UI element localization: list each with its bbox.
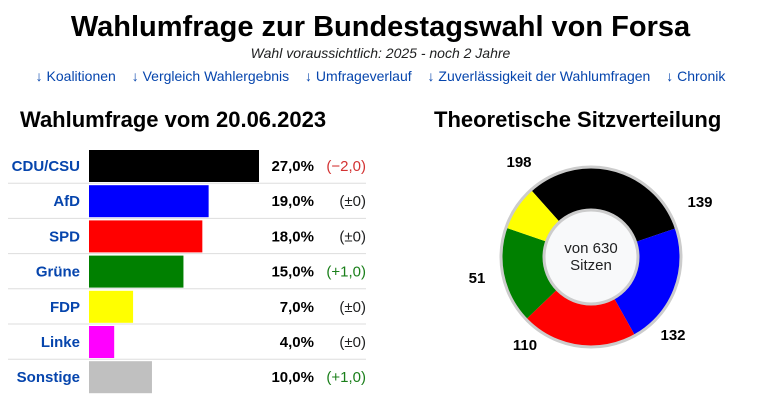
link-zuverlaessigkeit[interactable]: ↓ Zuverlässigkeit der Wahlumfragen	[427, 68, 651, 84]
bar-sonstige	[89, 361, 152, 394]
value-label-fdp: 7,0%	[280, 299, 314, 316]
link-vergleich-wahlergebnis[interactable]: ↓ Vergleich Wahlergebnis	[131, 68, 290, 84]
bar-linke	[89, 326, 115, 358]
poll-row-gr-ne: Grüne 15,0% (+1,0)	[8, 253, 366, 288]
link-umfrageverlauf[interactable]: ↓ Umfrageverlauf	[305, 68, 412, 84]
link-chronik[interactable]: ↓ Chronik	[666, 68, 726, 84]
poll-chart-title: Wahlumfrage vom 20.06.2023	[20, 107, 327, 132]
donut-center-label: von 630	[564, 240, 617, 257]
page-subtitle: Wahl voraussichtlich: 2025 - noch 2 Jahr…	[250, 45, 511, 61]
poll-row-cdu-csu: CDU/CSU 27,0% (−2,0)	[12, 150, 366, 182]
poll-row-afd: AfD 19,0% (±0)	[8, 182, 366, 218]
party-link-afd[interactable]: AfD	[53, 193, 80, 210]
value-label-afd: 19,0%	[271, 193, 314, 210]
seat-chart-title: Theoretische Sitzverteilung	[434, 107, 722, 132]
party-link-cdu-csu[interactable]: CDU/CSU	[12, 158, 80, 175]
change-label-cdu-csu: (−2,0)	[326, 158, 366, 175]
value-label-cdu-csu: 27,0%	[271, 158, 314, 175]
link-koalitionen[interactable]: ↓ Koalitionen	[35, 68, 116, 84]
seat-slice-spd	[526, 289, 635, 347]
bar-fdp	[89, 290, 134, 323]
value-label-gr-ne: 15,0%	[271, 264, 314, 281]
seat-label-spd: 132	[660, 327, 685, 344]
seat-label-gr-ne: 110	[513, 337, 537, 354]
poll-row-spd: SPD 18,0% (±0)	[8, 217, 366, 253]
seat-slice-cdu-csu	[530, 167, 677, 242]
change-label-sonstige: (+1,0)	[326, 369, 366, 386]
value-label-linke: 4,0%	[280, 334, 314, 351]
donut-center-label: Sitzen	[570, 257, 612, 274]
seat-label-cdu-csu: 198	[506, 154, 531, 171]
bar-cdu-csu	[89, 150, 259, 182]
party-link-linke[interactable]: Linke	[41, 334, 80, 351]
change-label-afd: (±0)	[339, 193, 366, 210]
change-label-gr-ne: (+1,0)	[326, 264, 366, 281]
poll-row-fdp: FDP 7,0% (±0)	[8, 288, 366, 323]
page-title: Wahlumfrage zur Bundestagswahl von Forsa	[70, 11, 691, 43]
seat-label-afd: 139	[687, 194, 712, 211]
change-label-fdp: (±0)	[339, 299, 366, 316]
poll-row-sonstige: Sonstige 10,0% (+1,0)	[8, 358, 366, 394]
party-link-gr-ne[interactable]: Grüne	[36, 264, 80, 281]
value-label-spd: 18,0%	[271, 228, 314, 245]
donut-outer-ring	[499, 165, 683, 349]
bar-spd	[89, 220, 203, 253]
donut-center	[542, 208, 640, 306]
party-link-sonstige[interactable]: Sonstige	[17, 369, 80, 386]
bar-afd	[89, 185, 209, 218]
party-link-spd[interactable]: SPD	[49, 228, 80, 245]
change-label-linke: (±0)	[339, 334, 366, 351]
party-link-fdp[interactable]: FDP	[50, 299, 80, 316]
poll-row-linke: Linke 4,0% (±0)	[8, 323, 366, 358]
bar-gr-ne	[89, 255, 184, 288]
section-links: ↓ Koalitionen ↓ Vergleich Wahlergebnis ↓…	[0, 68, 761, 84]
value-label-sonstige: 10,0%	[271, 369, 314, 386]
seat-label-fdp: 51	[469, 270, 486, 287]
change-label-spd: (±0)	[339, 228, 366, 245]
